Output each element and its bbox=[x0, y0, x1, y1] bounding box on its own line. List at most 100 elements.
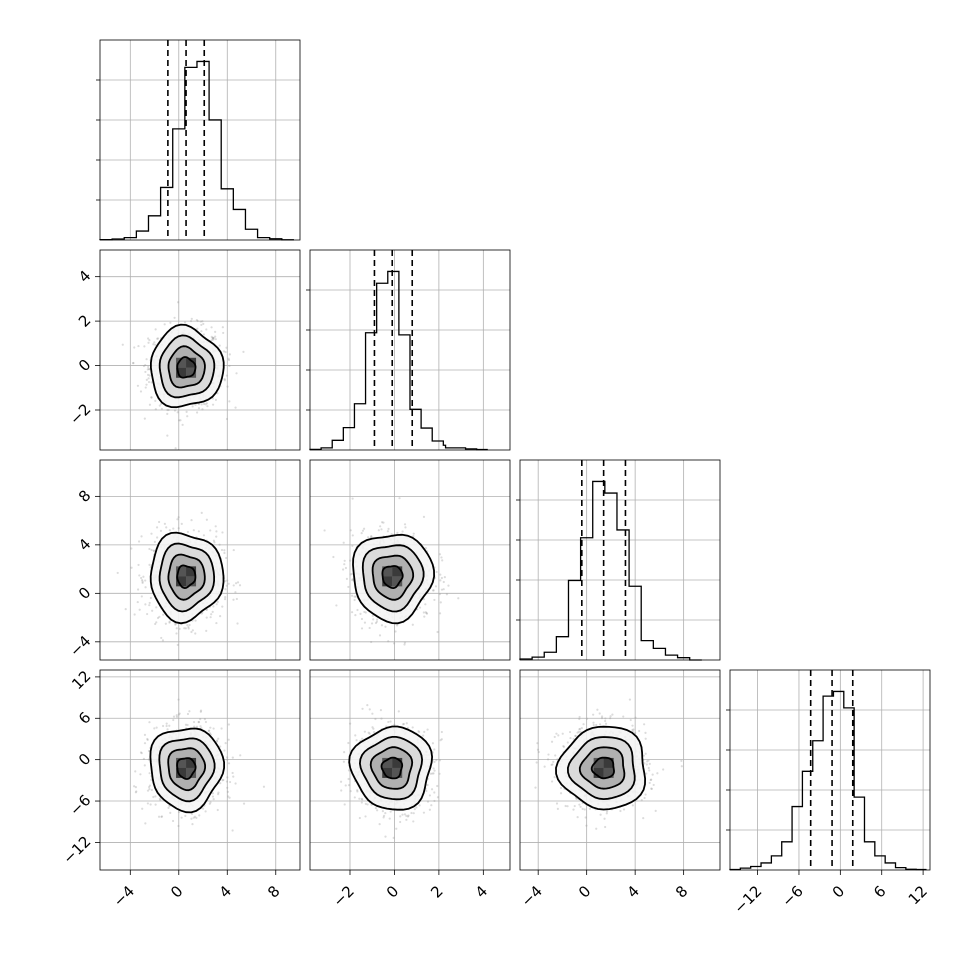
joint-panel-content bbox=[310, 460, 510, 660]
scatter-point bbox=[393, 837, 395, 839]
scatter-point bbox=[436, 631, 438, 633]
scatter-point bbox=[186, 411, 188, 413]
scatter-point bbox=[215, 338, 217, 340]
scatter-point bbox=[435, 585, 437, 587]
scatter-point bbox=[177, 644, 179, 646]
scatter-point bbox=[378, 529, 380, 531]
scatter-point bbox=[370, 641, 372, 643]
scatter-point bbox=[218, 544, 220, 546]
scatter-point bbox=[198, 721, 200, 723]
scatter-point bbox=[144, 734, 146, 736]
scatter-point bbox=[234, 782, 236, 784]
scatter-point bbox=[222, 779, 224, 781]
scatter-point bbox=[379, 525, 381, 527]
scatter-point bbox=[401, 530, 403, 532]
scatter-point bbox=[381, 624, 383, 626]
joint-panel-0-3 bbox=[100, 670, 300, 870]
scatter-point bbox=[227, 791, 229, 793]
scatter-point bbox=[146, 613, 148, 615]
scatter-point bbox=[158, 521, 160, 523]
scatter-point bbox=[143, 345, 145, 347]
scatter-point bbox=[213, 727, 215, 729]
scatter-point bbox=[185, 627, 187, 629]
scatter-point bbox=[228, 723, 230, 725]
scatter-point bbox=[554, 754, 556, 756]
scatter-point bbox=[147, 374, 149, 376]
scatter-point bbox=[193, 725, 195, 727]
histogram-step-line bbox=[730, 691, 927, 870]
scatter-point bbox=[146, 379, 148, 381]
scatter-point bbox=[394, 630, 396, 632]
scatter-point bbox=[154, 400, 156, 402]
scatter-point bbox=[148, 758, 150, 760]
scatter-point bbox=[236, 598, 238, 600]
scatter-point bbox=[344, 560, 346, 562]
scatter-point bbox=[178, 516, 180, 518]
scatter-point bbox=[398, 710, 400, 712]
joint-panel-content bbox=[310, 670, 510, 870]
scatter-point bbox=[446, 593, 448, 595]
scatter-point bbox=[189, 624, 191, 626]
scatter-point bbox=[176, 518, 178, 520]
scatter-point bbox=[371, 622, 373, 624]
scatter-point bbox=[220, 727, 222, 729]
scatter-point bbox=[226, 759, 228, 761]
scatter-point bbox=[623, 808, 625, 810]
scatter-point bbox=[599, 723, 601, 725]
scatter-point bbox=[166, 435, 168, 437]
scatter-point bbox=[356, 609, 358, 611]
scatter-point bbox=[190, 631, 192, 633]
scatter-point bbox=[217, 601, 219, 603]
scatter-point bbox=[169, 322, 171, 324]
scatter-point bbox=[383, 815, 385, 817]
scatter-point bbox=[217, 809, 219, 811]
scatter-point bbox=[364, 622, 366, 624]
scatter-point bbox=[210, 616, 212, 618]
scatter-point bbox=[155, 606, 157, 608]
scatter-point bbox=[156, 338, 158, 340]
scatter-point bbox=[148, 548, 150, 550]
scatter-point bbox=[144, 418, 146, 420]
scatter-point bbox=[224, 379, 226, 381]
scatter-point bbox=[374, 718, 376, 720]
joint-panel-content bbox=[520, 670, 720, 870]
scatter-point bbox=[212, 611, 214, 613]
scatter-point bbox=[223, 552, 225, 554]
joint-panel-0-1 bbox=[100, 250, 300, 450]
scatter-point bbox=[351, 595, 353, 597]
scatter-point bbox=[344, 803, 346, 805]
scatter-point bbox=[619, 810, 621, 812]
scatter-point bbox=[359, 613, 361, 615]
scatter-point bbox=[384, 626, 386, 628]
scatter-point bbox=[201, 403, 203, 405]
scatter-point bbox=[216, 603, 218, 605]
scatter-point bbox=[437, 796, 439, 798]
scatter-point bbox=[222, 326, 224, 328]
scatter-point bbox=[201, 408, 203, 410]
scatter-point bbox=[152, 796, 154, 798]
scatter-point bbox=[144, 603, 146, 605]
scatter-point bbox=[150, 396, 152, 398]
scatter-point bbox=[422, 735, 424, 737]
scatter-point bbox=[195, 817, 197, 819]
scatter-point bbox=[190, 818, 192, 820]
scatter-point bbox=[404, 526, 406, 528]
scatter-point bbox=[352, 534, 354, 536]
scatter-point bbox=[148, 604, 150, 606]
scatter-point bbox=[186, 415, 188, 417]
scatter-point bbox=[401, 814, 403, 816]
scatter-point bbox=[181, 817, 183, 819]
scatter-point bbox=[235, 372, 237, 374]
scatter-point bbox=[426, 784, 428, 786]
scatter-point bbox=[140, 577, 142, 579]
scatter-point bbox=[343, 761, 345, 763]
scatter-point bbox=[137, 588, 139, 590]
scatter-point bbox=[348, 769, 350, 771]
scatter-point bbox=[595, 724, 597, 726]
scatter-point bbox=[350, 529, 352, 531]
histogram-panel-0 bbox=[96, 40, 300, 240]
scatter-point bbox=[380, 528, 382, 530]
scatter-point bbox=[219, 345, 221, 347]
scatter-point bbox=[191, 318, 193, 320]
scatter-point bbox=[169, 812, 171, 814]
